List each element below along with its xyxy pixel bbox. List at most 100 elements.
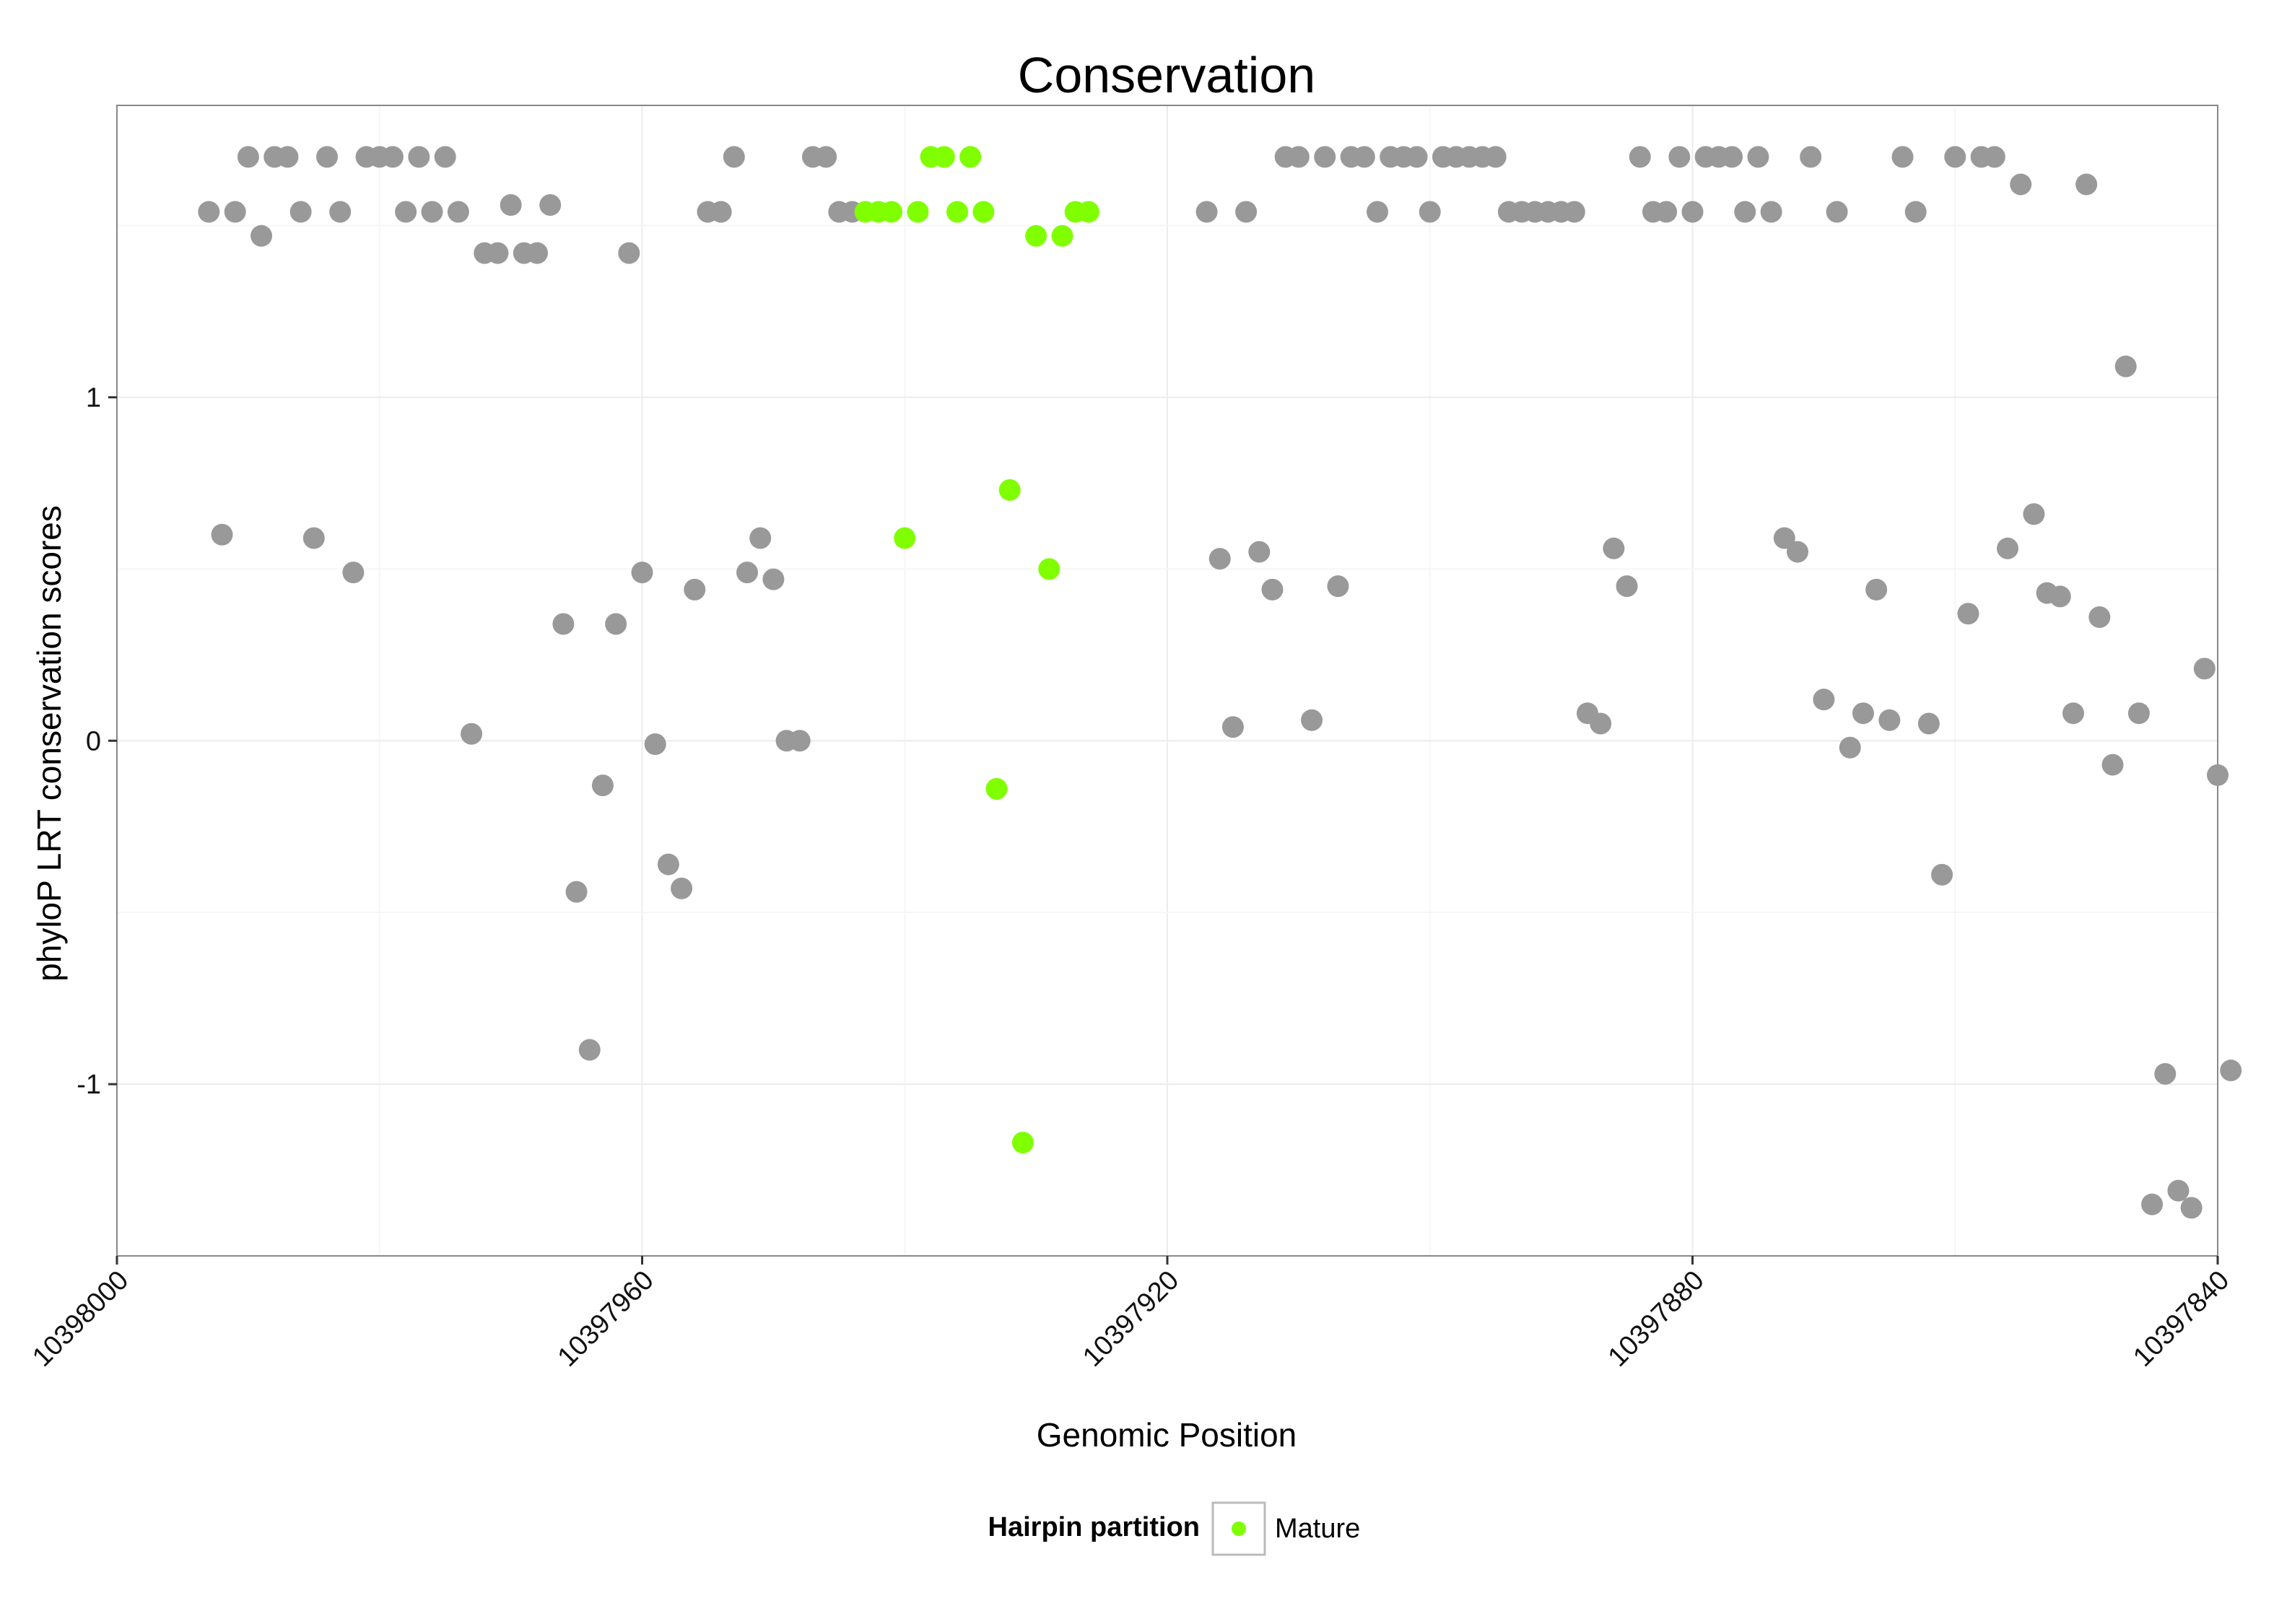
- data-point: [329, 201, 352, 223]
- data-point: [408, 146, 430, 168]
- y-tick-label: 0: [86, 726, 101, 756]
- data-point: [1891, 146, 1914, 168]
- data-point: [526, 242, 548, 264]
- data-point: [224, 201, 246, 223]
- data-point: [2167, 1179, 2190, 1202]
- data-point: [2207, 764, 2229, 786]
- data-point: [2114, 355, 2137, 377]
- data-point: [1353, 146, 1375, 168]
- data-point-mature: [1025, 224, 1047, 247]
- data-point-mature: [972, 201, 995, 223]
- data-point: [1681, 201, 1704, 223]
- data-point: [1813, 689, 1835, 711]
- points-layer: [198, 146, 2242, 1219]
- data-point: [461, 722, 483, 745]
- data-point: [1800, 146, 1822, 168]
- data-point: [631, 562, 653, 584]
- data-point: [1878, 709, 1901, 731]
- data-point: [2023, 503, 2045, 525]
- data-point: [447, 201, 469, 223]
- data-point: [552, 613, 575, 635]
- data-point: [2075, 173, 2098, 196]
- data-point: [316, 146, 338, 168]
- data-point: [342, 562, 365, 584]
- data-point: [2141, 1193, 2164, 1215]
- data-point: [1957, 603, 1979, 625]
- data-point: [736, 562, 758, 584]
- data-point-mature: [881, 201, 903, 223]
- data-point-mature: [946, 201, 968, 223]
- y-tick-label: -1: [77, 1070, 101, 1100]
- data-point: [276, 146, 299, 168]
- data-point: [198, 201, 220, 223]
- data-point: [657, 853, 679, 876]
- data-point: [500, 193, 522, 216]
- data-point: [487, 242, 509, 264]
- data-point: [2062, 702, 2084, 725]
- legend-swatch-mature: [1232, 1522, 1246, 1536]
- data-point: [684, 578, 706, 601]
- data-point: [1616, 575, 1638, 598]
- data-point: [1721, 146, 1743, 168]
- x-axis-title: Genomic Position: [1037, 1416, 1297, 1454]
- legend-label-mature: Mature: [1275, 1514, 1360, 1544]
- data-point-mature: [933, 146, 955, 168]
- data-point: [1603, 537, 1625, 559]
- data-point: [381, 146, 404, 168]
- data-point: [1261, 578, 1284, 601]
- data-point-mature: [907, 201, 929, 223]
- data-point: [1983, 146, 2005, 168]
- data-point: [1917, 712, 1940, 735]
- data-point: [749, 527, 772, 549]
- data-point: [1839, 736, 1861, 759]
- data-point: [1865, 578, 1888, 601]
- data-point: [1904, 201, 1927, 223]
- data-point: [1747, 146, 1769, 168]
- data-point: [1367, 201, 1388, 223]
- data-point: [1668, 146, 1691, 168]
- data-point: [1248, 541, 1271, 563]
- data-point: [251, 224, 273, 247]
- data-point: [591, 774, 614, 797]
- data-point: [1208, 548, 1231, 570]
- data-point-mature: [894, 527, 916, 549]
- data-point: [539, 193, 562, 216]
- data-point: [1484, 146, 1507, 168]
- data-point: [710, 201, 732, 223]
- data-point-mature: [985, 777, 1008, 800]
- data-point: [302, 527, 325, 549]
- data-point-mature: [1077, 201, 1099, 223]
- data-point-mature: [959, 146, 982, 168]
- data-point: [2180, 1197, 2203, 1219]
- legend-title: Hairpin partition: [988, 1512, 1200, 1542]
- data-point: [1826, 201, 1848, 223]
- data-point: [644, 733, 666, 756]
- data-point: [1760, 201, 1782, 223]
- data-point: [2220, 1060, 2242, 1082]
- data-point: [421, 201, 443, 223]
- data-point: [1301, 709, 1323, 731]
- data-point: [618, 242, 640, 264]
- data-point: [1773, 527, 1795, 549]
- legend: Hairpin partition Mature: [988, 1501, 1360, 1556]
- data-point: [1563, 201, 1585, 223]
- data-point: [788, 730, 811, 752]
- data-point: [211, 523, 233, 546]
- data-point: [434, 146, 456, 168]
- data-point: [723, 146, 745, 168]
- data-point-mature: [1011, 1131, 1034, 1153]
- data-point: [762, 568, 785, 590]
- data-point: [1314, 146, 1336, 168]
- data-point: [1944, 146, 1966, 168]
- data-point-mature: [998, 479, 1021, 501]
- data-point: [565, 881, 588, 903]
- data-point: [2193, 658, 2216, 680]
- data-point: [237, 146, 259, 168]
- data-point: [2088, 606, 2111, 628]
- data-point: [1195, 201, 1218, 223]
- data-point: [1852, 702, 1874, 725]
- data-point: [1787, 541, 1808, 563]
